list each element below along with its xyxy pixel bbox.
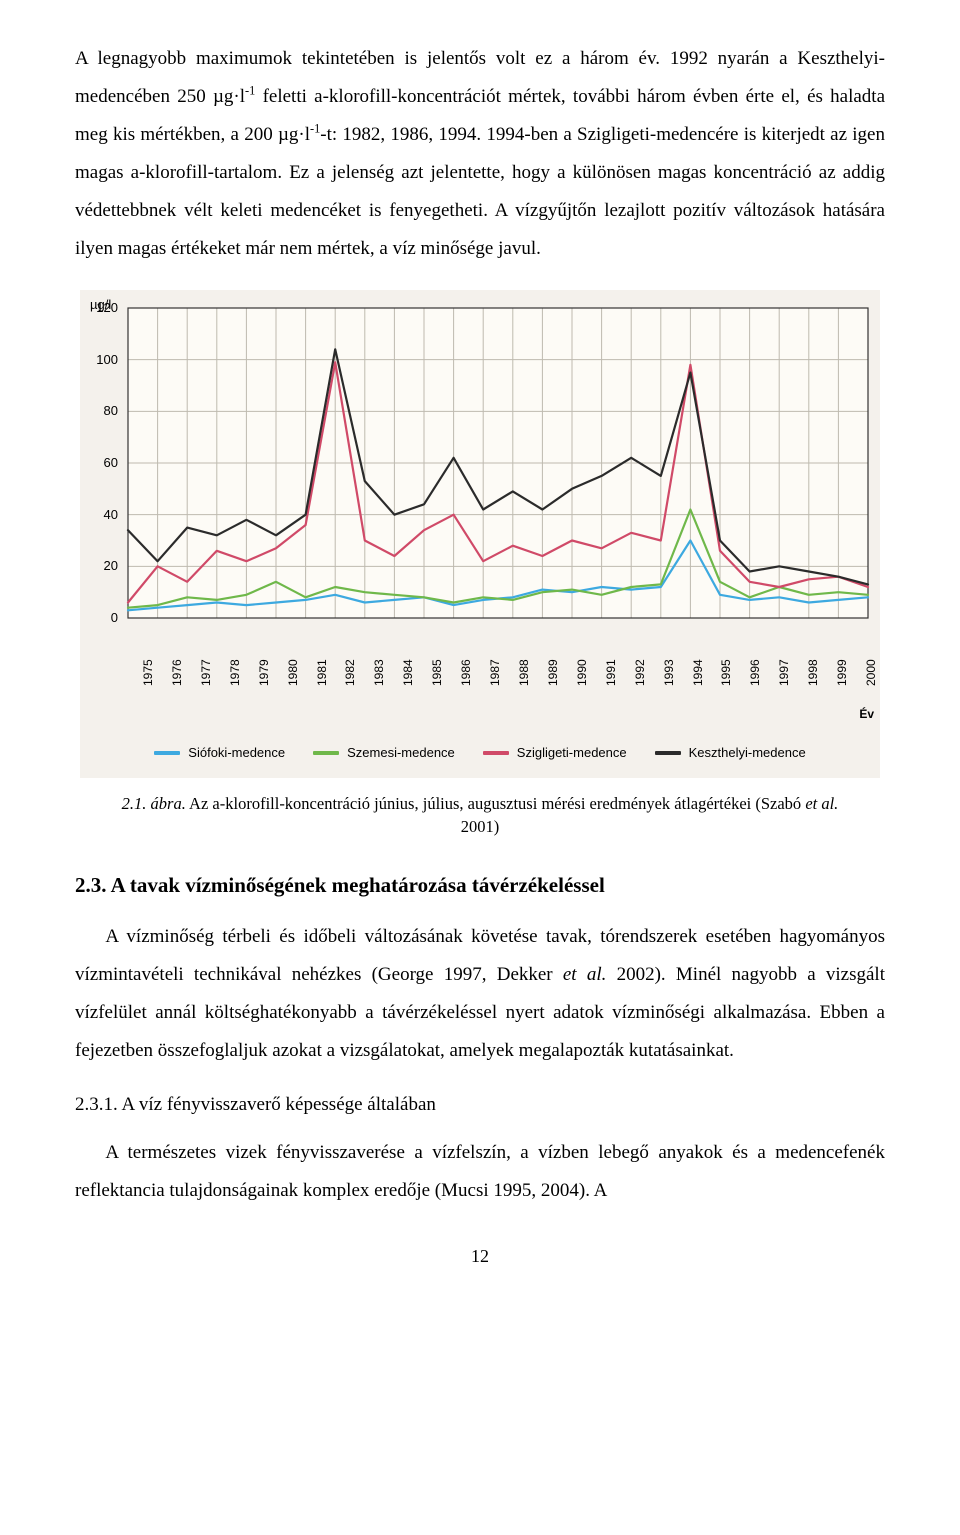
- superscript-2: -1: [310, 122, 320, 136]
- xtick-label: 1985: [425, 657, 449, 686]
- xticks: 1975197619771978197919801981198219831984…: [80, 650, 880, 696]
- xtick-label: 1989: [541, 657, 565, 686]
- xtick-label: 1988: [512, 657, 536, 686]
- legend-label: Szigligeti-medence: [517, 740, 627, 766]
- xtick-label: 1984: [396, 657, 420, 686]
- subsection-heading: 2.3.1. A víz fényvisszaverő képessége ál…: [75, 1086, 885, 1124]
- xtick-label: 1983: [367, 657, 391, 686]
- legend-swatch: [655, 751, 681, 755]
- ytick-label: 120: [90, 295, 118, 321]
- superscript-1: -1: [245, 84, 255, 98]
- paragraph-2: A vízminőség térbeli és időbeli változás…: [75, 918, 885, 1070]
- ytick-label: 100: [90, 347, 118, 373]
- caption-year: 2001): [461, 817, 500, 836]
- x-axis-unit: Év: [80, 696, 880, 726]
- legend-label: Szemesi-medence: [347, 740, 455, 766]
- xtick-label: 1995: [714, 657, 738, 686]
- legend-label: Siófoki-medence: [188, 740, 285, 766]
- legend: Siófoki-medence Szemesi-medence Szigligeti…: [80, 726, 880, 778]
- page-number: 12: [75, 1238, 885, 1274]
- xtick-label: 1987: [483, 657, 507, 686]
- xtick-label: 1979: [252, 657, 276, 686]
- legend-swatch: [154, 751, 180, 755]
- legend-swatch: [313, 751, 339, 755]
- xtick-label: 1975: [136, 657, 160, 686]
- xtick-label: 1977: [194, 657, 218, 686]
- figure-caption: 2.1. ábra. Az a-klorofill-koncentráció j…: [115, 792, 845, 838]
- xtick-label: 1981: [310, 657, 334, 686]
- para2-etal: et al.: [563, 964, 606, 985]
- ytick-label: 20: [90, 553, 118, 579]
- section-heading: 2.3. A tavak vízminőségének meghatározás…: [75, 864, 885, 906]
- legend-swatch: [483, 751, 509, 755]
- chart-box: µg/l 020406080100120 1975197619771978197…: [80, 290, 880, 778]
- xtick-label: 1996: [743, 657, 767, 686]
- chart-figure: µg/l 020406080100120 1975197619771978197…: [75, 290, 885, 778]
- ytick-label: 80: [90, 398, 118, 424]
- page: A legnagyobb maximumok tekintetében is j…: [0, 0, 960, 1304]
- xtick-label: 1976: [165, 657, 189, 686]
- legend-item: Siófoki-medence: [154, 740, 285, 766]
- chart-svg: [80, 290, 880, 650]
- ytick-label: 60: [90, 450, 118, 476]
- legend-item: Szemesi-medence: [313, 740, 455, 766]
- legend-item: Keszthelyi-medence: [655, 740, 806, 766]
- caption-text: Az a-klorofill-koncentráció június, júli…: [186, 794, 805, 813]
- xtick-label: 1999: [830, 657, 854, 686]
- chart-plot-area: µg/l 020406080100120: [80, 290, 880, 650]
- ytick-label: 0: [90, 605, 118, 631]
- xtick-label: 1990: [570, 657, 594, 686]
- xtick-label: 1993: [657, 657, 681, 686]
- legend-item: Szigligeti-medence: [483, 740, 627, 766]
- xtick-label: 1978: [223, 657, 247, 686]
- xtick-label: 1982: [338, 657, 362, 686]
- xtick-label: 1998: [801, 657, 825, 686]
- caption-etal: et al.: [805, 794, 838, 813]
- caption-label: 2.1. ábra.: [122, 794, 186, 813]
- xtick-label: 2000: [859, 657, 883, 686]
- paragraph-3: A természetes vizek fényvisszaverése a v…: [75, 1134, 885, 1210]
- xtick-label: 1986: [454, 657, 478, 686]
- paragraph-1: A legnagyobb maximumok tekintetében is j…: [75, 40, 885, 268]
- ytick-label: 40: [90, 502, 118, 528]
- legend-label: Keszthelyi-medence: [689, 740, 806, 766]
- xtick-label: 1991: [599, 657, 623, 686]
- xtick-label: 1994: [686, 657, 710, 686]
- xtick-label: 1980: [281, 657, 305, 686]
- xtick-label: 1997: [772, 657, 796, 686]
- xtick-label: 1992: [628, 657, 652, 686]
